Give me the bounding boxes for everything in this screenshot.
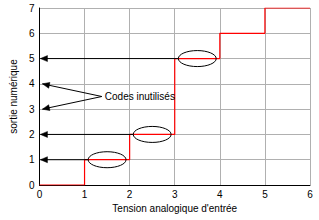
- svg-text:3: 3: [172, 189, 178, 200]
- svg-text:0: 0: [37, 189, 43, 200]
- svg-text:3: 3: [29, 104, 35, 115]
- svg-text:4: 4: [217, 189, 223, 200]
- svg-text:6: 6: [29, 28, 35, 39]
- svg-text:6: 6: [307, 189, 313, 200]
- svg-text:2: 2: [127, 189, 133, 200]
- svg-text:5: 5: [29, 53, 35, 64]
- svg-text:Tension analogique d'entrée: Tension analogique d'entrée: [112, 203, 237, 214]
- svg-text:1: 1: [29, 154, 35, 165]
- svg-text:Codes inutilisés: Codes inutilisés: [105, 91, 175, 102]
- svg-text:0: 0: [29, 180, 35, 191]
- svg-text:sortie numérique: sortie numérique: [8, 59, 19, 134]
- svg-text:2: 2: [29, 129, 35, 140]
- svg-text:5: 5: [262, 189, 268, 200]
- svg-text:7: 7: [29, 3, 35, 14]
- svg-text:4: 4: [29, 78, 35, 89]
- svg-text:1: 1: [82, 189, 88, 200]
